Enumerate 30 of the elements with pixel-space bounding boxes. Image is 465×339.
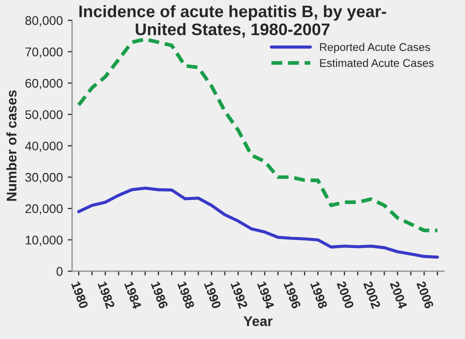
y-tick-label: 40,000 bbox=[25, 142, 63, 152]
y-tick-label: 50,000 bbox=[25, 110, 63, 121]
line-series bbox=[77, 186, 439, 259]
x-tick-label: 1994 bbox=[257, 281, 275, 310]
y-tick-label: 0 bbox=[56, 267, 63, 276]
y-tick-label: 30,000 bbox=[25, 172, 63, 184]
x-tick-label: 1988 bbox=[177, 281, 195, 310]
y-tick-label: 60,000 bbox=[25, 78, 63, 90]
legend-label: Reported Acute Cases bbox=[320, 42, 430, 54]
legend-label: Estimated Acute Cases bbox=[320, 58, 434, 67]
y-tick-label: 80,000 bbox=[25, 16, 63, 26]
y-axis-title: Number of cases bbox=[6, 90, 17, 201]
y-tick-label: 70,000 bbox=[25, 48, 63, 58]
x-tick-label: 1984 bbox=[124, 281, 142, 310]
x-tick-label: 2004 bbox=[390, 280, 408, 310]
x-tick-label: 1996 bbox=[284, 281, 302, 310]
x-tick-label: 2006 bbox=[416, 280, 434, 310]
x-tick-label: 2002 bbox=[363, 280, 381, 310]
y-tick-label: 20,000 bbox=[25, 204, 63, 215]
y-tick-label: 10,000 bbox=[26, 236, 63, 246]
x-axis-title: Year bbox=[244, 316, 273, 326]
x-tick-label: 1990 bbox=[204, 281, 222, 310]
line-series bbox=[76, 37, 440, 232]
x-tick-label: 1992 bbox=[230, 281, 248, 310]
x-tick-label: 1998 bbox=[310, 281, 328, 310]
x-tick-label: 1980 bbox=[71, 281, 88, 310]
x-tick-label: 2000 bbox=[336, 280, 354, 310]
chart-title: Incidence of acute hepatitis B, by year- United States, 1980-2007 bbox=[79, 5, 386, 38]
x-tick-label: 1982 bbox=[98, 281, 116, 310]
x-tick-label: 1986 bbox=[150, 281, 168, 310]
